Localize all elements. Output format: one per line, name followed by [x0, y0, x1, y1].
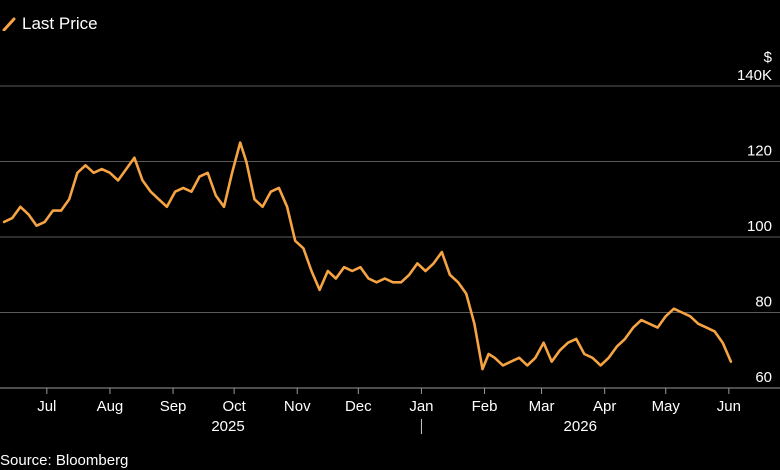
x-tick-label: Nov: [284, 398, 311, 415]
year-labels: 2025 2026: [211, 418, 597, 435]
y-tick-label: 140K: [737, 67, 772, 84]
x-tick-label: Dec: [345, 398, 372, 415]
x-tick-label: Sep: [160, 398, 187, 415]
y-tick-label: 80: [755, 294, 772, 311]
legend-swatch-icon: [2, 17, 16, 31]
x-tick-label: Apr: [593, 398, 616, 415]
x-tick-label: May: [652, 398, 681, 415]
x-tick-label: Jan: [409, 398, 433, 415]
y-axis-unit-label: $: [764, 49, 773, 66]
series-line-last-price: [2, 141, 733, 371]
legend: Last Price: [2, 14, 98, 34]
y-tick-label: 100: [747, 218, 772, 235]
x-tick-label: Jun: [717, 398, 741, 415]
y-tick-label: 120: [747, 143, 772, 160]
x-tick-label: Oct: [222, 398, 246, 415]
y-axis-ticks: 140K 120 100 80 60: [737, 67, 772, 386]
year-label: 2026: [564, 418, 597, 435]
x-tick-label: Jul: [37, 398, 56, 415]
x-tick-label: Aug: [97, 398, 124, 415]
x-axis-ticks: Jul Aug Sep Oct Nov Dec Jan Feb Mar Apr May Jun: [37, 388, 741, 415]
gridlines: [0, 85, 780, 389]
year-label: 2025: [211, 418, 244, 435]
x-tick-label: Mar: [529, 398, 555, 415]
legend-label: Last Price: [22, 14, 98, 33]
x-tick-label: Feb: [472, 398, 498, 415]
source-note: Source: Bloomberg: [0, 452, 129, 469]
y-tick-label: 60: [755, 369, 772, 386]
